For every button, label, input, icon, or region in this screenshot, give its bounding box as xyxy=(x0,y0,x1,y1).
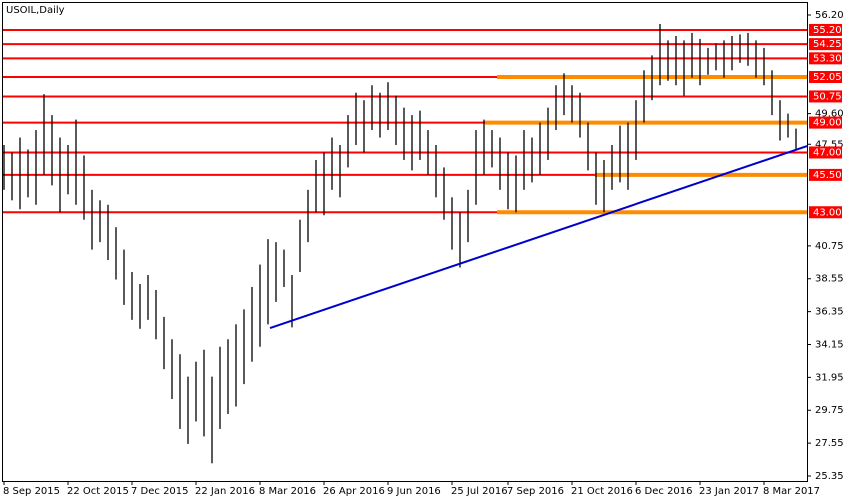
level-label: 53.30 xyxy=(813,53,842,64)
x-tick-label: 22 Jan 2016 xyxy=(195,486,255,497)
x-tick-label: 21 Oct 2016 xyxy=(571,486,633,497)
y-tick-label: 47.55 xyxy=(815,139,844,150)
x-tick-label: 22 Oct 2015 xyxy=(67,486,129,497)
x-tick-label: 6 Dec 2016 xyxy=(635,486,693,497)
level-label: 43.00 xyxy=(813,207,842,218)
y-tick-label: 56.20 xyxy=(815,10,844,21)
chart-title: USOIL,Daily xyxy=(6,5,65,16)
trendline xyxy=(269,145,808,330)
level-label-box xyxy=(809,146,842,159)
level-label-box xyxy=(809,71,842,84)
y-tick-label: 31.95 xyxy=(815,372,844,383)
y-tick-label: 38.55 xyxy=(815,274,844,285)
x-tick-label: 25 Jul 2016 xyxy=(451,486,508,497)
level-label: 49.00 xyxy=(813,118,842,129)
level-label: 55.20 xyxy=(813,25,842,36)
x-tick-label: 8 Sep 2015 xyxy=(3,486,60,497)
y-tick-label: 27.55 xyxy=(815,438,844,449)
y-tick-label: 34.15 xyxy=(815,339,844,350)
plot-frame xyxy=(2,2,808,482)
x-tick-label: 9 Jun 2016 xyxy=(387,486,441,497)
x-tick-label: 8 Mar 2017 xyxy=(763,486,820,497)
level-label: 47.00 xyxy=(813,147,842,158)
y-tick-label: 49.60 xyxy=(815,109,844,120)
level-label-box xyxy=(809,90,842,103)
x-tick-label: 8 Mar 2016 xyxy=(259,486,316,497)
level-label-box xyxy=(809,23,842,36)
y-tick-label: 36.35 xyxy=(815,307,844,318)
level-label-box xyxy=(809,52,842,65)
level-label-box xyxy=(809,116,842,129)
level-label-box xyxy=(809,206,842,219)
level-label: 50.75 xyxy=(813,91,842,102)
x-tick-label: 26 Apr 2016 xyxy=(323,486,385,497)
x-tick-label: 7 Dec 2015 xyxy=(131,486,189,497)
level-label-box xyxy=(809,168,842,181)
y-tick-label: 25.35 xyxy=(815,471,844,482)
y-tick-label: 29.75 xyxy=(815,405,844,416)
level-label: 52.05 xyxy=(813,72,842,83)
level-label-box xyxy=(809,38,842,51)
x-tick-label: 23 Jan 2017 xyxy=(699,486,759,497)
level-label: 45.50 xyxy=(813,170,842,181)
x-tick-label: 7 Sep 2016 xyxy=(507,486,564,497)
level-label: 54.25 xyxy=(813,39,842,50)
y-tick-label: 40.75 xyxy=(815,241,844,252)
